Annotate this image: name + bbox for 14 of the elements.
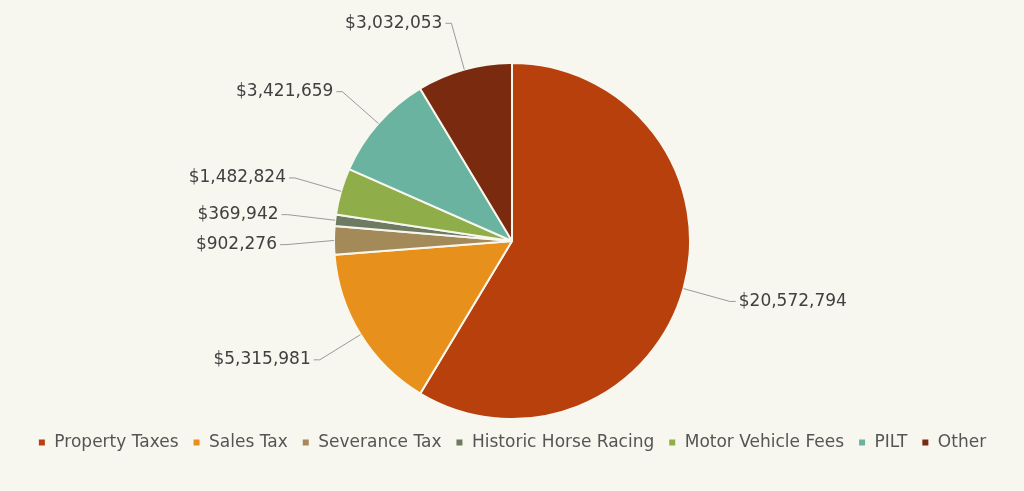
- data-label: $20,572,794: [738, 289, 847, 310]
- data-label: $5,315,981: [213, 348, 311, 369]
- legend-label: PILT: [874, 430, 908, 451]
- legend-label: Motor Vehicle Fees: [684, 430, 845, 451]
- legend-label: Sales Tax: [209, 430, 288, 451]
- legend-label: Severance Tax: [318, 430, 442, 451]
- legend-label: Other: [937, 430, 987, 451]
- legend-label: Historic Horse Racing: [471, 430, 655, 451]
- data-label: $1,482,824: [188, 166, 286, 187]
- data-label: $902,276: [195, 233, 277, 254]
- data-label: $369,942: [197, 203, 279, 224]
- legend-label: Property Taxes: [54, 430, 179, 451]
- data-label: $3,421,659: [236, 80, 334, 101]
- data-label: $3,032,053: [345, 11, 443, 32]
